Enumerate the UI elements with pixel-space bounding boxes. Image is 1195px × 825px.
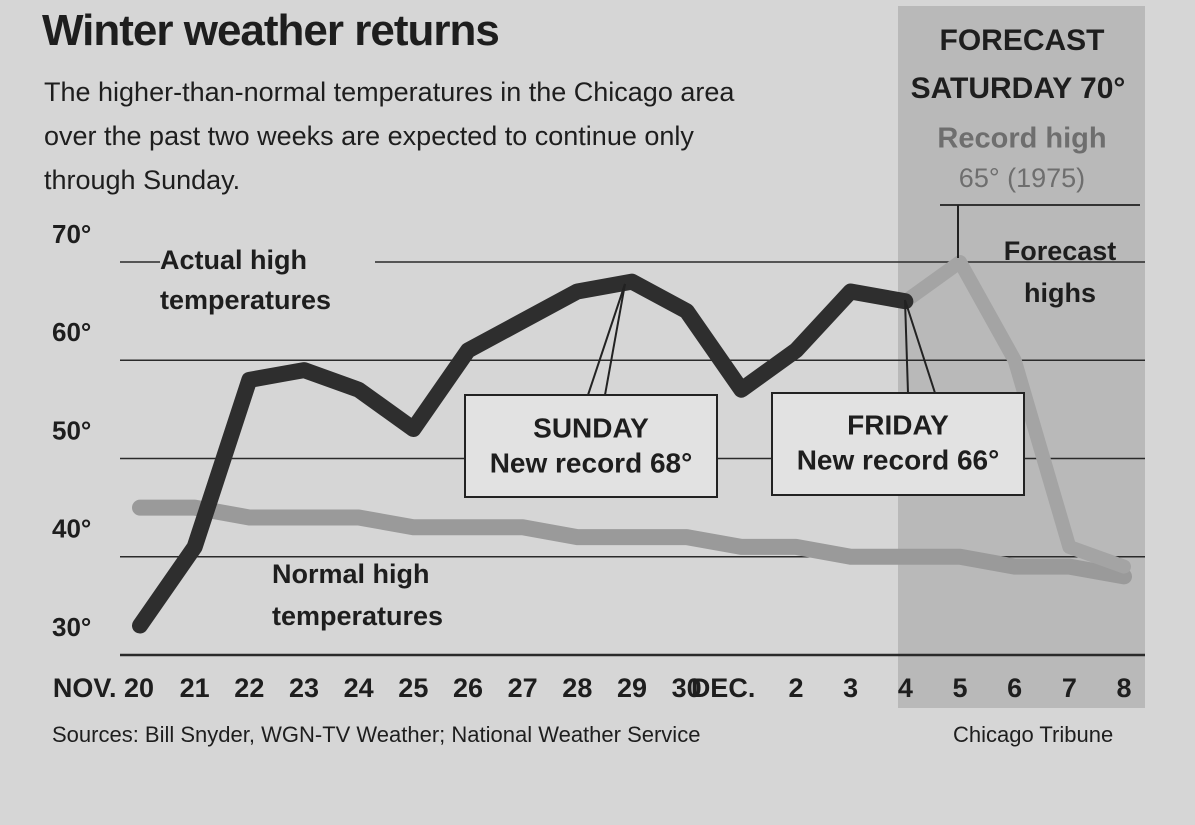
y-tick-label: 50°	[52, 415, 91, 445]
record-label: Record high	[937, 123, 1106, 155]
x-tick-label: 28	[562, 673, 592, 703]
annotation-day: SUNDAY	[533, 412, 649, 443]
chart-subtitle: The higher-than-normal temperatures in t…	[44, 77, 735, 195]
x-tick-label: 8	[1116, 673, 1131, 703]
x-tick-label: 2	[788, 673, 803, 703]
x-tick-label: 23	[289, 673, 319, 703]
forecast-panel	[898, 6, 1145, 708]
forecast-value: SATURDAY 70°	[911, 72, 1126, 105]
chart-title: Winter weather returns	[42, 6, 500, 55]
x-tick-label: 21	[180, 673, 210, 703]
series-line	[132, 273, 914, 634]
y-tick-label: 40°	[52, 514, 91, 544]
forecast-heading: FORECAST	[940, 24, 1105, 57]
pointer	[904, 299, 909, 394]
record-value: 65° (1975)	[959, 163, 1085, 193]
annotation-day: FRIDAY	[847, 409, 949, 440]
x-tick-label: 5	[952, 673, 967, 703]
source: Sources: Bill Snyder, WGN-TV Weather; Na…	[52, 722, 701, 747]
x-tick-label: 29	[617, 673, 647, 703]
pointer	[604, 283, 626, 396]
series-line	[132, 499, 1132, 585]
x-tick-label: 24	[344, 673, 374, 703]
y-tick-label: 60°	[52, 317, 91, 347]
x-tick-label: 4	[898, 673, 913, 703]
x-tick-label: 27	[508, 673, 538, 703]
x-tick-label: 7	[1062, 673, 1077, 703]
x-tick-label: NOV. 20	[53, 673, 154, 703]
x-tick-label: 30	[672, 673, 702, 703]
x-tick-label: 3	[843, 673, 858, 703]
x-tick-label: 22	[234, 673, 264, 703]
credit: Chicago Tribune	[953, 722, 1114, 747]
annotation-text: New record 68°	[490, 447, 693, 478]
pointer	[587, 283, 626, 396]
x-tick-label: 26	[453, 673, 483, 703]
legend-entry: Actual high temperatures	[160, 240, 375, 320]
x-tick-label: 6	[1007, 673, 1022, 703]
pointer	[904, 299, 936, 394]
legend-entry: Normal high temperatures	[272, 559, 444, 631]
annotation-box	[771, 392, 1025, 496]
x-tick-label: 25	[398, 673, 428, 703]
x-tick-label: DEC.	[691, 673, 756, 703]
legend-entry: Forecast highs	[1003, 236, 1117, 308]
annotation-box	[464, 394, 718, 498]
y-tick-label: 70°	[52, 219, 91, 249]
y-tick-label: 30°	[52, 612, 91, 642]
series-line	[898, 255, 1131, 574]
annotation-text: New record 66°	[797, 444, 1000, 475]
